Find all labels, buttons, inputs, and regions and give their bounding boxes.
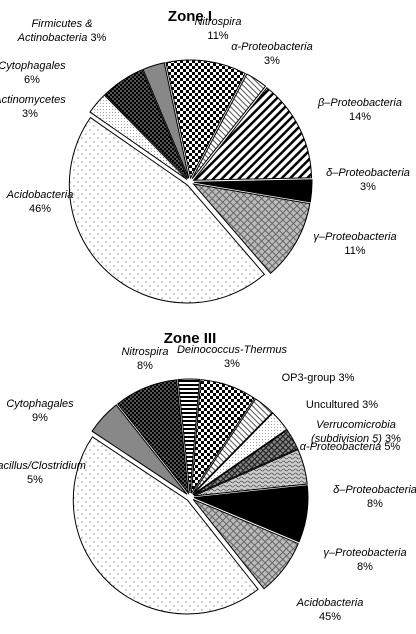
slice-label: α-Proteobacteria 3% <box>217 40 327 68</box>
pie-slice <box>68 116 266 304</box>
slice-percent: 3% <box>22 108 38 120</box>
slice-percent: 46% <box>28 203 52 215</box>
slice-percent: 14% <box>348 111 372 123</box>
pie-slice <box>193 448 308 497</box>
slice-name: α-Proteobacteria <box>299 441 382 453</box>
slice-percent: 11% <box>344 245 366 257</box>
slice-percent: 5% <box>384 441 401 453</box>
pie-slice <box>192 412 288 495</box>
slice-percent: 3% <box>360 181 376 193</box>
slice-label: Nitrospira 11% <box>173 15 263 43</box>
slice-percent: 3% <box>338 372 355 384</box>
pie-slice <box>192 87 313 181</box>
pie-slice <box>91 404 188 495</box>
slice-name: Cytophagales <box>0 60 66 72</box>
slice-percent: 8% <box>357 561 373 573</box>
chart-title: Zone I <box>167 8 213 25</box>
slice-name: Actinomycetes <box>0 94 66 106</box>
slice-label: Acidobacteria 46% <box>0 188 85 216</box>
slice-label: γ–Proteobacteria 8% <box>310 546 416 574</box>
slice-name: α-Proteobacteria <box>231 41 313 53</box>
slice-label: γ–Proteobacteria 11% <box>300 230 410 258</box>
slice-label: Uncultured 3% <box>287 398 397 412</box>
slice-name: γ–Proteobacteria <box>313 231 397 243</box>
slice-name: δ–Proteobacteria <box>333 484 416 496</box>
slice-label: Cytophagales 6% <box>0 59 77 87</box>
slice-label: OP3-group 3% <box>263 371 373 385</box>
slice-name: δ–Proteobacteria <box>326 167 410 179</box>
slice-label: Bacillus/Clostridium 5% <box>0 459 86 487</box>
slice-name: Bacillus/Clostridium <box>0 460 86 472</box>
slice-name: OP3-group <box>281 372 336 384</box>
pie-slice <box>191 73 267 179</box>
slice-percent: 5% <box>27 474 43 486</box>
pie-slice <box>89 94 188 180</box>
pie-slice <box>190 379 256 494</box>
slice-percent: 8% <box>367 498 383 510</box>
slice-name: Verrucomicrobia (subdivision 5) <box>311 419 396 445</box>
slice-label: Actinomycetes 3% <box>0 93 75 121</box>
slice-label: Acidobacteria 45% <box>275 596 385 624</box>
pie-slice <box>192 498 299 590</box>
slice-percent: 3% <box>362 399 379 411</box>
slice-name: Cytophagales <box>6 398 74 410</box>
pie-slice <box>193 429 299 496</box>
slice-name: Acidobacteria <box>6 189 74 201</box>
pie-slice <box>177 378 201 494</box>
slice-percent: 8% <box>137 360 153 372</box>
slice-label: α-Proteobacteria 5% <box>291 440 409 454</box>
slice-name: Nitrospira <box>121 346 169 358</box>
slice-percent: 11% <box>207 30 229 42</box>
slice-name: γ–Proteobacteria <box>323 547 407 559</box>
pie-slice <box>192 183 311 274</box>
slice-name: Deinococcus-Thermus <box>176 344 288 356</box>
slice-name: Uncultured <box>305 399 360 411</box>
slice-name: Firmicutes & Actinobacteria <box>17 18 93 44</box>
slice-name: β–Proteobacteria <box>318 97 402 109</box>
pie-slice <box>193 485 309 543</box>
slice-label: Verrucomicrobia (subdivision 5) 3% <box>301 418 411 446</box>
slice-label: δ–Proteobacteria 8% <box>320 483 416 511</box>
slice-percent: 3% <box>385 433 401 445</box>
slice-percent: 6% <box>24 74 40 86</box>
slice-label: δ–Proteobacteria 3% <box>318 166 416 194</box>
slice-name: Nitrospira <box>194 16 242 28</box>
slice-label: Nitrospira 8% <box>100 345 190 373</box>
pie-slice <box>142 62 190 179</box>
slice-label: Firmicutes & Actinobacteria 3% <box>5 17 120 45</box>
slice-percent: 9% <box>32 412 48 424</box>
slice-percent: 3% <box>264 55 280 67</box>
pie-slice <box>104 69 189 180</box>
slice-percent: 3% <box>90 32 107 44</box>
pie-slice <box>193 179 313 203</box>
pie-slice <box>116 379 190 495</box>
chart-title: Zone III <box>163 330 217 347</box>
slice-label: Deinococcus-Thermus 3% <box>167 343 297 371</box>
slice-label: β–Proteobacteria 14% <box>305 96 415 124</box>
pie-slice <box>72 436 259 615</box>
slice-percent: 45% <box>318 611 342 623</box>
slice-percent: 3% <box>224 358 240 370</box>
pie-slice <box>192 398 273 495</box>
slice-label: Cytophagales 9% <box>0 397 95 425</box>
pie-slice <box>165 59 246 180</box>
slice-name: Acidobacteria <box>296 597 364 609</box>
